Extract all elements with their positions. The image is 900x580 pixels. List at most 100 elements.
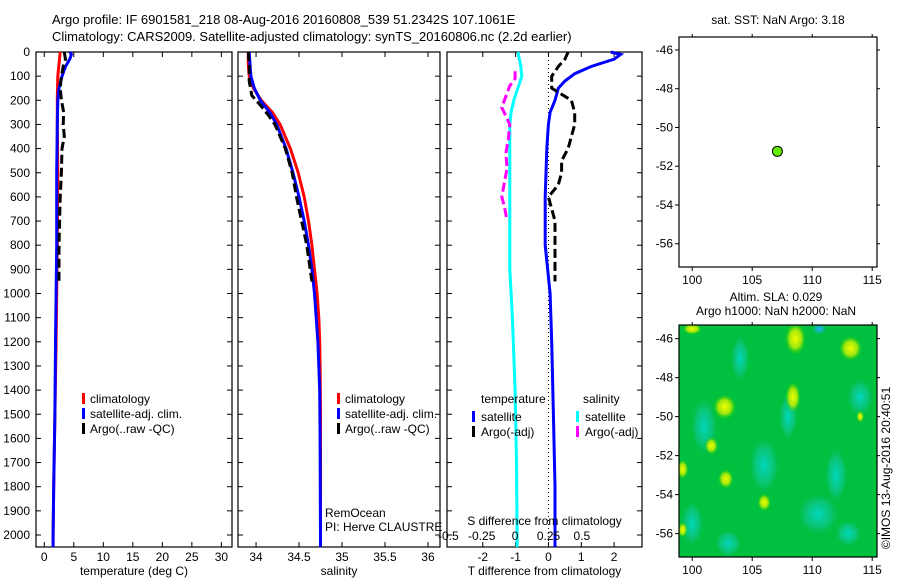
longitude-tick-label: 105 [742,273,762,287]
series-line-difference-2 [508,51,524,548]
figure-title-line1: Argo profile: IF 6901581_218 08-Aug-2016… [52,12,516,27]
x-tick-label-temperature: 5 [70,550,77,564]
sla-anomaly-patch [846,377,875,418]
sla-anomaly-patch [856,410,865,423]
x-tick-label-salinity: 35 [335,550,349,564]
x-tick-label-temperature: 15 [126,550,140,564]
imos-credit: ©IMOS 13-Aug-2016 20:40:51 [879,387,893,550]
x-tick-label-temperature: 0 [41,550,48,564]
longitude-tick-label: 115 [863,563,882,577]
longitude-tick-label: 115 [863,273,882,287]
sla-anomaly-patch [784,325,807,356]
series-line-salinity-2 [246,51,314,282]
legend-label-salinity: climatology [345,392,405,406]
latitude-tick-label: -50 [656,410,674,424]
sla-heatmap [679,325,877,557]
depth-tick-label: 400 [10,142,30,156]
longitude-tick-label: 100 [682,273,702,287]
legend-swatch-temperature [82,408,85,419]
legend-group-title: temperature [481,392,546,406]
legend-swatch-salinity [337,408,340,419]
latitude-tick-label: -56 [656,237,674,251]
series-line-difference-1 [546,51,577,282]
depth-tick-label: 300 [10,117,30,131]
legend-label-difference: Argo(-adj) [585,425,638,439]
depth-tick-label: 100 [10,69,30,83]
map-frame-sst-map [678,36,878,268]
sla-anomaly-patch [712,393,737,420]
latitude-tick-label: -48 [656,82,674,96]
sla-anomaly-patch [680,499,705,548]
legend-label-temperature: Argo(..raw -QC) [90,422,175,436]
legend-swatch-difference [472,411,475,422]
x-axis-label-temperature: temperature (deg C) [80,564,188,578]
sst-map-title: sat. SST: NaN Argo: 3.18 [711,13,845,27]
latitude-tick-label: -56 [656,527,674,541]
x2-tick-label: -0.5 [438,529,459,543]
x2-tick-label: 0.25 [537,529,561,543]
legend-label-difference: Argo(-adj) [481,425,534,439]
map-frame-sla-map [678,324,878,558]
x-tick-label-difference: 1 [578,550,585,564]
plot-frame-temperature [35,51,233,548]
legend-swatch-salinity [337,423,340,434]
plot-frame-salinity [237,51,441,548]
latitude-tick-label: -52 [656,449,674,463]
depth-tick-label: 900 [10,262,30,276]
sla-anomaly-patch [812,325,827,335]
depth-tick-label: 1000 [3,287,30,301]
sla-anomaly-patch [714,528,743,557]
depth-tick-label: 700 [10,214,30,228]
plot-frame-difference [446,51,643,548]
x-tick-label-difference: 2 [611,550,618,564]
depth-tick-label: 0 [23,45,30,59]
series-line-temperature-2 [57,51,68,282]
depth-tick-label: 1900 [3,504,30,518]
x-tick-label-salinity: 34 [249,550,263,564]
legend-swatch-temperature [82,393,85,404]
legend-swatch-difference [472,426,475,437]
depth-tick-label: 200 [10,93,30,107]
x2-tick-label: -0.25 [468,529,496,543]
depth-tick-label: 1400 [3,383,30,397]
pi-annotation: PI: Herve CLAUSTRE [325,520,442,534]
legend-label-temperature: climatology [90,392,150,406]
x-tick-label-salinity: 35.5 [373,550,397,564]
x-axis-label-salinity: salinity [321,564,358,578]
sla-anomaly-patch [679,521,688,538]
series-line-difference-0 [543,50,625,548]
sla-anomaly-patch [757,493,772,512]
sla-anomaly-patch [785,381,801,414]
sla-field [679,325,877,557]
depth-tick-label: 600 [10,190,30,204]
sla-anomaly-patch [834,519,863,548]
depth-tick-label: 1800 [3,480,30,494]
longitude-tick-label: 110 [803,273,822,287]
series-line-temperature-1 [51,51,74,548]
depth-tick-label: 1500 [3,407,30,421]
legend-swatch-temperature [82,423,85,434]
depth-tick-label: 1100 [4,311,30,325]
figure-title-line2: Climatology: CARS2009. Satellite-adjuste… [52,29,572,44]
sla-anomaly-patch [704,436,719,455]
depth-tick-label: 1300 [3,359,30,373]
depth-tick-label: 2000 [3,528,30,542]
latitude-tick-label: -46 [656,43,674,57]
latitude-tick-label: -54 [656,488,674,502]
sla-anomaly-patch [730,333,751,384]
sla-anomaly-patch [679,459,689,480]
legend-swatch-difference [576,426,579,437]
longitude-tick-label: 100 [682,563,702,577]
longitude-tick-label: 110 [803,563,822,577]
sla-anomaly-patch [838,335,863,362]
x-tick-label-temperature: 25 [185,550,199,564]
x-tick-label-difference: -2 [477,550,488,564]
legend-label-salinity: Argo(..raw -QC) [345,422,430,436]
series-line-difference-3 [500,71,517,222]
latitude-tick-label: -50 [656,120,674,134]
legend-swatch-salinity [337,393,340,404]
legend-label-salinity: satellite-adj. clim. [345,407,437,421]
legend-label-difference: satellite [481,410,522,424]
project-annotation: RemOcean [325,506,386,520]
